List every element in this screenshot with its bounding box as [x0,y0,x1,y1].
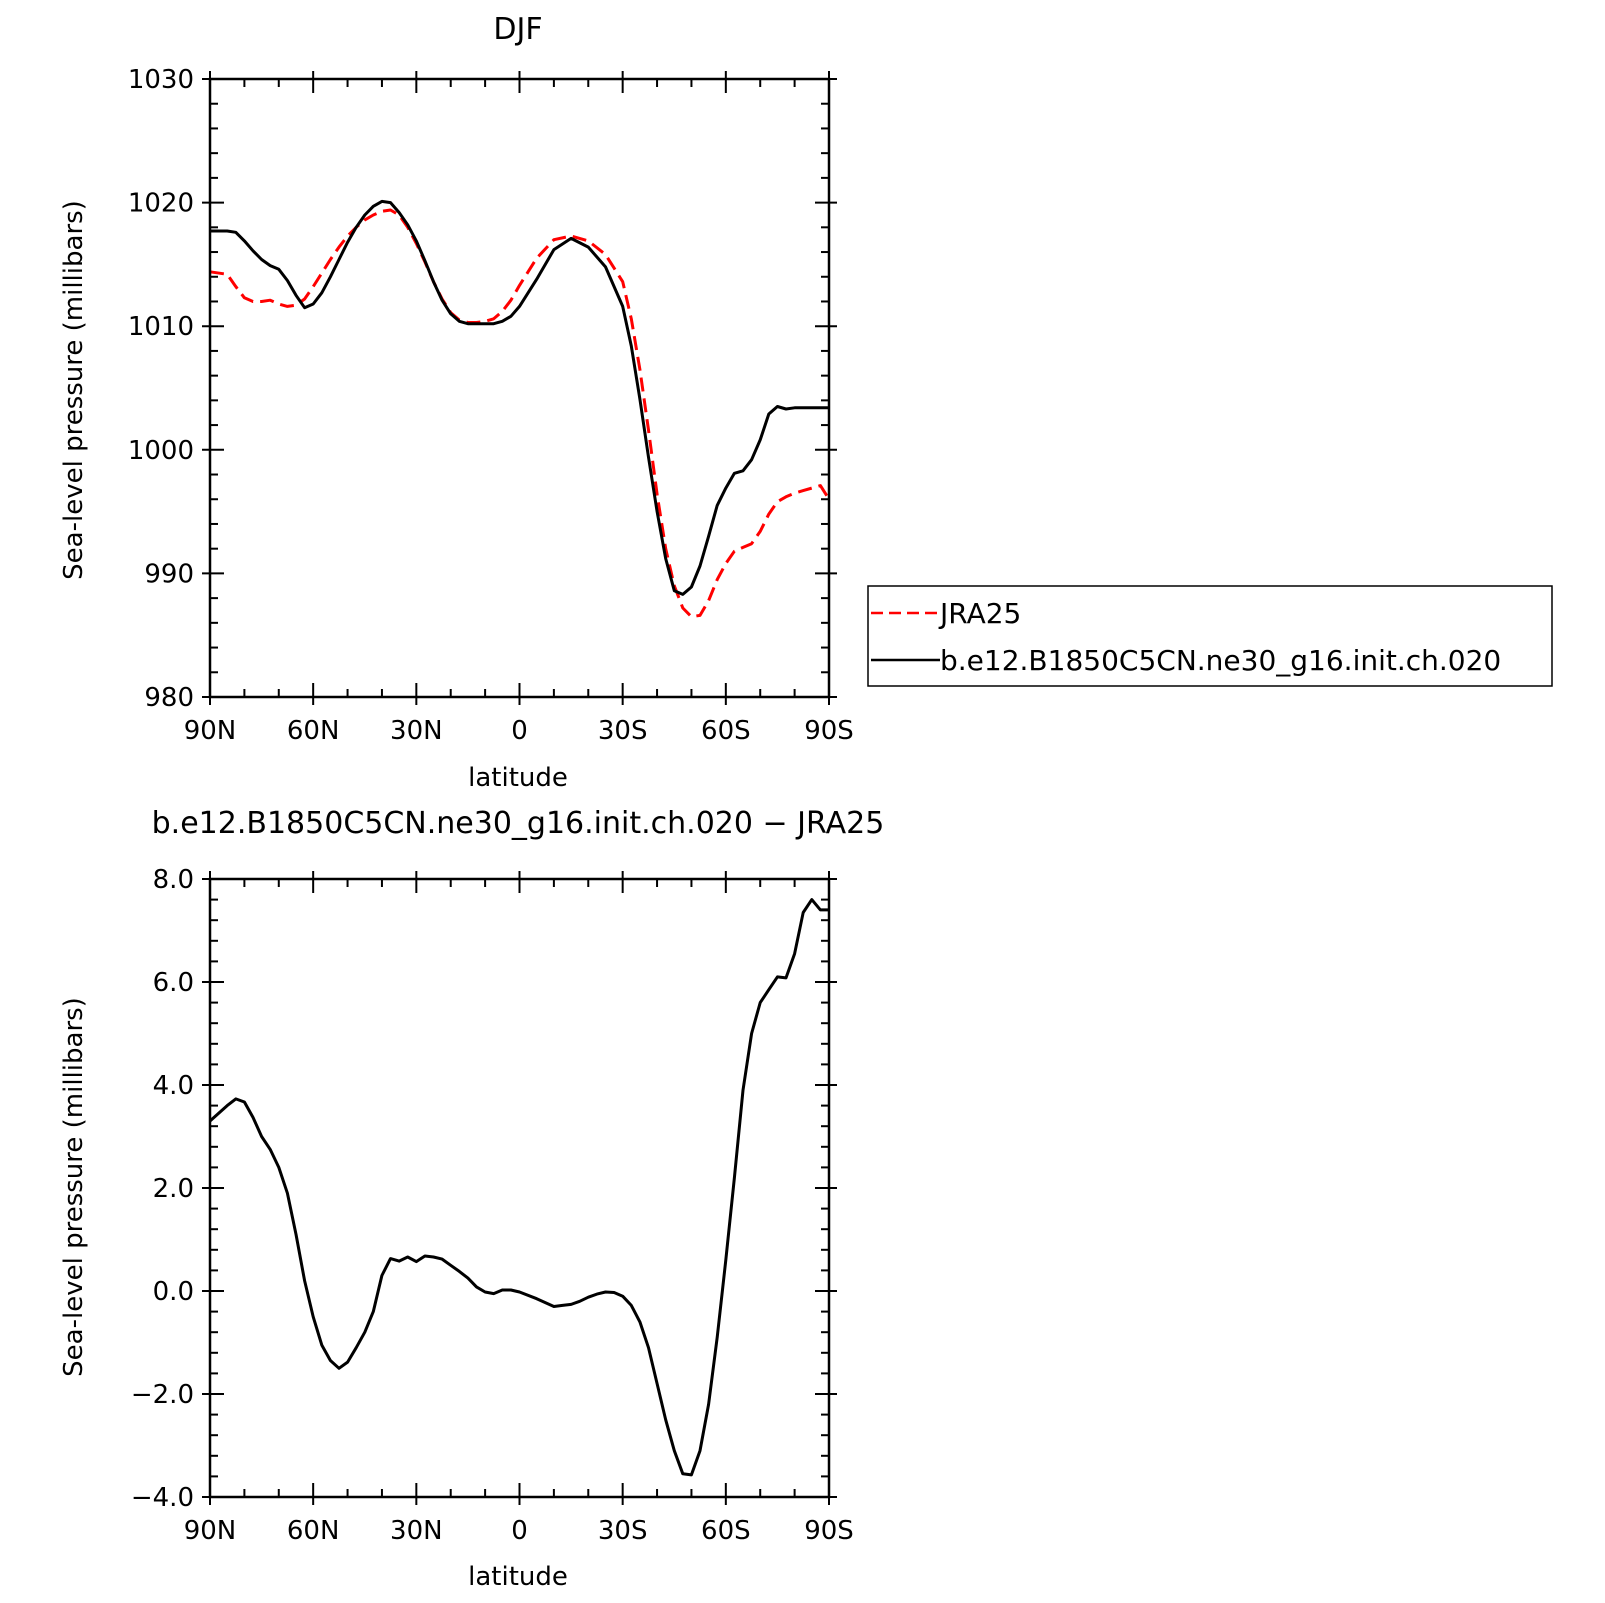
panel-bottom-x-tick-label: 60S [701,1516,751,1546]
panel-top-y-tick-label: 1010 [128,312,194,342]
panel-bottom-x-tick-label: 0 [511,1516,528,1546]
panel-bottom-x-tick-label: 90N [184,1516,237,1546]
panel-bottom-series [208,898,829,1477]
panel-bottom-series-line-0 [208,898,829,1477]
panel-bottom-y-tick-label: −4.0 [131,1483,194,1513]
panel-bottom-ylabel: Sea-level pressure (millibars) [59,997,89,1377]
panel-top-x-tick-label: 60S [701,716,751,746]
panel-top-title: DJF [493,12,542,47]
legend-label-model: b.e12.B1850C5CN.ne30_g16.init.ch.020 [940,644,1501,677]
panel-top-axes: 90N 60N 30N 0 30S 60S 90S 980 990 1000 1010 1020 103… [128,65,854,746]
panel-bottom-x-tick-label: 60N [287,1516,340,1546]
panel-bottom-plot-frame [208,877,831,1499]
panel-top-plot-frame [208,77,831,699]
panel-top-series-line-1 [210,199,829,596]
panel-bottom-xlabel: latitude [468,1562,568,1592]
panel-top-y-tick-label: 980 [144,683,194,713]
panel-top-y-tick-label: 1030 [128,65,194,95]
panel-top-series-line-0 [209,208,831,619]
panel-bottom-y-tick-label: 8.0 [153,865,194,895]
panel-bottom-x-tick-label: 30N [390,1516,443,1546]
panel-bottom-x-tick-label: 90S [804,1516,854,1546]
panel-top-x-tick-label: 0 [511,716,528,746]
panel-top-ylabel: Sea-level pressure (millibars) [59,200,89,580]
panel-top-x-tick-label: 30S [598,716,648,746]
panel-top-y-tick-label: 1000 [128,436,194,466]
panel-top-x-tick-label: 90N [184,716,237,746]
legend-box [867,585,1553,687]
panel-bottom-x-tick-label: 30S [598,1516,648,1546]
legend: JRA25 b.e12.B1850C5CN.ne30_g16.init.ch.0… [867,585,1553,687]
panel-top-x-tick-label: 30N [390,716,443,746]
panel-bottom-y-tick-label: −2.0 [131,1380,194,1410]
panel-bottom-title: b.e12.B1850C5CN.ne30_g16.init.ch.020 − J… [152,806,885,841]
legend-label-jra25: JRA25 [938,597,1021,630]
panel-top-y-tick-label: 1020 [128,189,194,219]
panel-top-x-tick-label: 90S [804,716,854,746]
panel-top-xlabel: latitude [468,763,568,793]
panel-bottom-y-tick-label: 4.0 [153,1071,194,1101]
panel-top-y-tick-label: 990 [144,559,194,589]
panel-bottom-y-tick-label: 0.0 [153,1277,194,1307]
panel-top-series [209,199,831,619]
panel-bottom-y-tick-label: 2.0 [153,1174,194,1204]
panel-top-x-tick-label: 60N [287,716,340,746]
panel-bottom-axes: 90N 60N 30N 0 30S 60S 90S −4.0 −2.0 0.0 2.0 4.0 6.0 8… [131,865,854,1546]
panel-top-djf: DJF 90N 60N 30N 0 30S 60S 90S 980 990 1000 1010 102… [59,12,854,793]
panel-bottom-y-tick-label: 6.0 [153,968,194,998]
panel-bottom-difference: b.e12.B1850C5CN.ne30_g16.init.ch.020 − J… [59,806,884,1592]
